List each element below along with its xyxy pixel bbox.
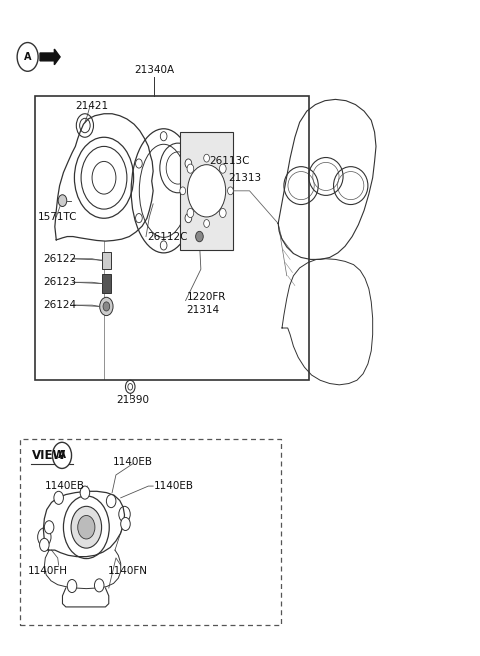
- Circle shape: [219, 209, 226, 218]
- Text: 26124: 26124: [43, 300, 76, 310]
- Bar: [35, 96, 309, 380]
- Text: 21313: 21313: [228, 173, 261, 183]
- Circle shape: [95, 579, 104, 592]
- Circle shape: [67, 579, 77, 592]
- Text: 1220FR: 1220FR: [187, 292, 226, 302]
- Text: 1140EB: 1140EB: [113, 457, 153, 467]
- Text: A: A: [24, 52, 31, 62]
- Circle shape: [107, 495, 116, 508]
- Circle shape: [185, 214, 192, 222]
- Circle shape: [135, 214, 142, 222]
- Circle shape: [17, 43, 38, 72]
- Text: 21340A: 21340A: [134, 65, 174, 75]
- Circle shape: [160, 241, 167, 250]
- Bar: [180, 132, 233, 250]
- Text: VIEW: VIEW: [33, 449, 67, 462]
- Text: 1571TC: 1571TC: [37, 212, 77, 222]
- Circle shape: [103, 302, 110, 311]
- Text: 26123: 26123: [43, 277, 76, 287]
- Circle shape: [135, 159, 142, 168]
- Circle shape: [52, 442, 72, 468]
- Circle shape: [185, 159, 192, 168]
- Circle shape: [71, 506, 102, 548]
- Text: 21421: 21421: [75, 101, 108, 111]
- Circle shape: [188, 165, 226, 217]
- Text: 26122: 26122: [43, 255, 76, 264]
- Text: 26113C: 26113C: [209, 156, 250, 167]
- Circle shape: [228, 187, 233, 195]
- Circle shape: [78, 516, 95, 539]
- Circle shape: [204, 154, 209, 162]
- Text: 21314: 21314: [187, 304, 220, 315]
- Text: 26112C: 26112C: [147, 232, 188, 241]
- Circle shape: [58, 195, 67, 207]
- Text: 1140FN: 1140FN: [108, 566, 148, 577]
- Circle shape: [219, 164, 226, 173]
- Circle shape: [196, 232, 203, 242]
- Bar: [102, 252, 111, 269]
- Circle shape: [54, 491, 63, 504]
- Bar: [102, 274, 111, 293]
- Circle shape: [187, 164, 194, 173]
- Text: 1140EB: 1140EB: [45, 481, 85, 491]
- Text: 21390: 21390: [116, 395, 149, 405]
- Circle shape: [100, 297, 113, 316]
- Circle shape: [180, 187, 186, 195]
- Circle shape: [120, 518, 130, 531]
- Text: 1140EB: 1140EB: [154, 481, 194, 491]
- Circle shape: [44, 521, 54, 534]
- Circle shape: [204, 220, 209, 228]
- Bar: [21, 439, 281, 625]
- Polygon shape: [40, 49, 60, 65]
- Circle shape: [80, 486, 90, 499]
- Text: A: A: [58, 451, 66, 461]
- Text: 1140FH: 1140FH: [28, 566, 68, 577]
- Circle shape: [187, 209, 194, 218]
- Circle shape: [39, 539, 49, 552]
- Circle shape: [160, 132, 167, 141]
